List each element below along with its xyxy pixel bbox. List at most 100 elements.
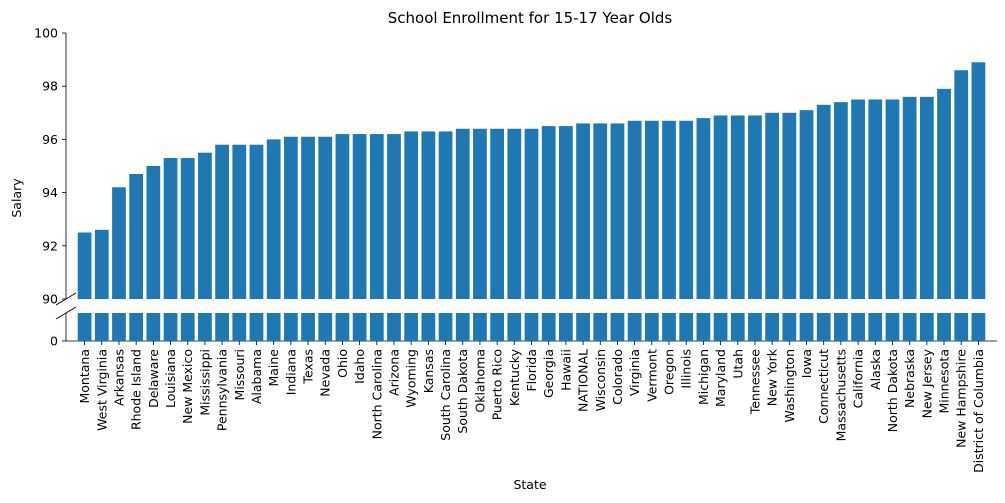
x-tick-label: Pennsylvania <box>215 349 230 431</box>
x-tick-label: Virginia <box>627 349 642 396</box>
bar-lower-missouri <box>232 313 247 341</box>
x-tick-label: Illinois <box>679 349 694 389</box>
x-tick-label: District of Columbia <box>971 349 986 473</box>
bar-kansas <box>421 131 436 299</box>
bar-south-carolina <box>438 131 453 299</box>
bar-lower-rhode-island <box>129 313 144 341</box>
x-tick-label: North Dakota <box>885 349 900 432</box>
bar-lower-north-dakota <box>885 313 900 341</box>
bar-washington <box>782 112 797 299</box>
x-tick-label: Connecticut <box>816 349 831 424</box>
x-tick-label: Idaho <box>352 349 367 384</box>
bar-lower-michigan <box>696 313 711 341</box>
bar-missouri <box>232 144 247 299</box>
bar-pennsylvania <box>215 144 229 299</box>
bar-lower-maryland <box>713 313 728 341</box>
bar-colorado <box>610 123 625 299</box>
x-tick-label: Indiana <box>283 349 298 395</box>
bar-lower-arizona <box>387 313 401 341</box>
bar-vermont <box>644 120 659 299</box>
bar-utah <box>730 115 745 300</box>
bar-lower-wisconsin <box>593 313 608 341</box>
y-tick-label: 0 <box>50 334 58 349</box>
bar-lower-north-carolina <box>369 313 384 341</box>
x-tick-label: Alabama <box>249 349 264 404</box>
x-tick-label: Missouri <box>232 349 247 400</box>
bar-iowa <box>799 110 814 299</box>
x-tick-label: Rhode Island <box>129 349 144 430</box>
x-tick-label: Michigan <box>696 349 711 405</box>
bar-lower-nevada <box>318 313 333 341</box>
bar-nebraska <box>902 96 917 299</box>
x-tick-label: Kentucky <box>507 348 522 406</box>
x-tick-label: New Jersey <box>919 348 934 418</box>
bar-ohio <box>335 134 350 299</box>
x-tick-label: Nevada <box>318 349 333 397</box>
bar-arkansas <box>112 187 126 299</box>
bar-tennessee <box>748 115 762 300</box>
bar-louisiana <box>163 158 178 299</box>
x-tick-label: Wyoming <box>404 349 419 408</box>
bar-california <box>851 99 865 299</box>
bar-lower-delaware <box>146 313 161 341</box>
x-tick-label: Tennessee <box>747 349 762 415</box>
bar-new-hampshire <box>954 70 969 300</box>
bar-lower-new-hampshire <box>954 313 969 341</box>
x-tick-label: Washington <box>782 349 797 422</box>
bar-alaska <box>868 99 883 299</box>
bar-maine <box>266 139 281 299</box>
bar-wisconsin <box>593 123 608 299</box>
x-tick-label: Mississippi <box>197 349 212 416</box>
x-tick-label: Maine <box>266 349 281 387</box>
bar-lower-nebraska <box>902 313 917 341</box>
bar-lower-puerto-rico <box>490 313 504 341</box>
bar-connecticut <box>816 104 831 299</box>
x-tick-label: South Carolina <box>438 349 453 441</box>
axis-break-mark <box>55 306 77 320</box>
x-tick-label: Arkansas <box>111 349 126 406</box>
bar-north-carolina <box>369 134 384 299</box>
x-tick-label: Wisconsin <box>593 349 608 411</box>
bar-minnesota <box>937 88 951 299</box>
bar-lower-florida <box>524 313 539 341</box>
bar-indiana <box>283 136 298 299</box>
bar-arizona <box>387 134 401 299</box>
bar-lower-maine <box>266 313 281 341</box>
bar-lower-georgia <box>541 313 556 341</box>
bar-alabama <box>249 144 264 299</box>
bar-new-york <box>765 112 780 299</box>
bar-lower-connecticut <box>816 313 831 341</box>
bar-lower-oklahoma <box>473 313 487 341</box>
x-tick-label: Massachusetts <box>833 349 848 441</box>
bar-new-jersey <box>919 96 934 299</box>
bar-lower-new-york <box>765 313 780 341</box>
bar-lower-colorado <box>610 313 625 341</box>
bar-wyoming <box>404 131 419 299</box>
x-tick-label: South Dakota <box>455 349 470 434</box>
bar-rhode-island <box>129 173 144 299</box>
bar-lower-national <box>576 313 590 341</box>
y-tick-label: 100 <box>34 26 58 41</box>
x-tick-label: Iowa <box>799 349 814 378</box>
bar-lower-washington <box>782 313 797 341</box>
bar-oklahoma <box>473 128 487 299</box>
bar-montana <box>77 232 92 299</box>
bar-lower-illinois <box>679 313 694 341</box>
x-tick-label: New Hampshire <box>954 349 969 448</box>
bar-lower-virginia <box>627 313 642 341</box>
bar-nevada <box>318 136 333 299</box>
bar-lower-arkansas <box>112 313 126 341</box>
x-tick-label: New York <box>765 348 780 406</box>
upper-axis-panel: 90 92 94 96 98 100 <box>34 26 77 307</box>
bar-virginia <box>627 120 642 299</box>
x-tick-label: Louisiana <box>163 349 178 408</box>
bar-puerto-rico <box>490 128 504 299</box>
bar-lower-kentucky <box>507 313 522 341</box>
x-tick-label: Vermont <box>644 349 659 402</box>
x-tick-label: Montana <box>77 349 92 404</box>
x-tick-label: Ohio <box>335 349 350 378</box>
x-tick-label: Utah <box>730 349 745 379</box>
bar-maryland <box>713 115 728 300</box>
bar-lower-tennessee <box>748 313 762 341</box>
